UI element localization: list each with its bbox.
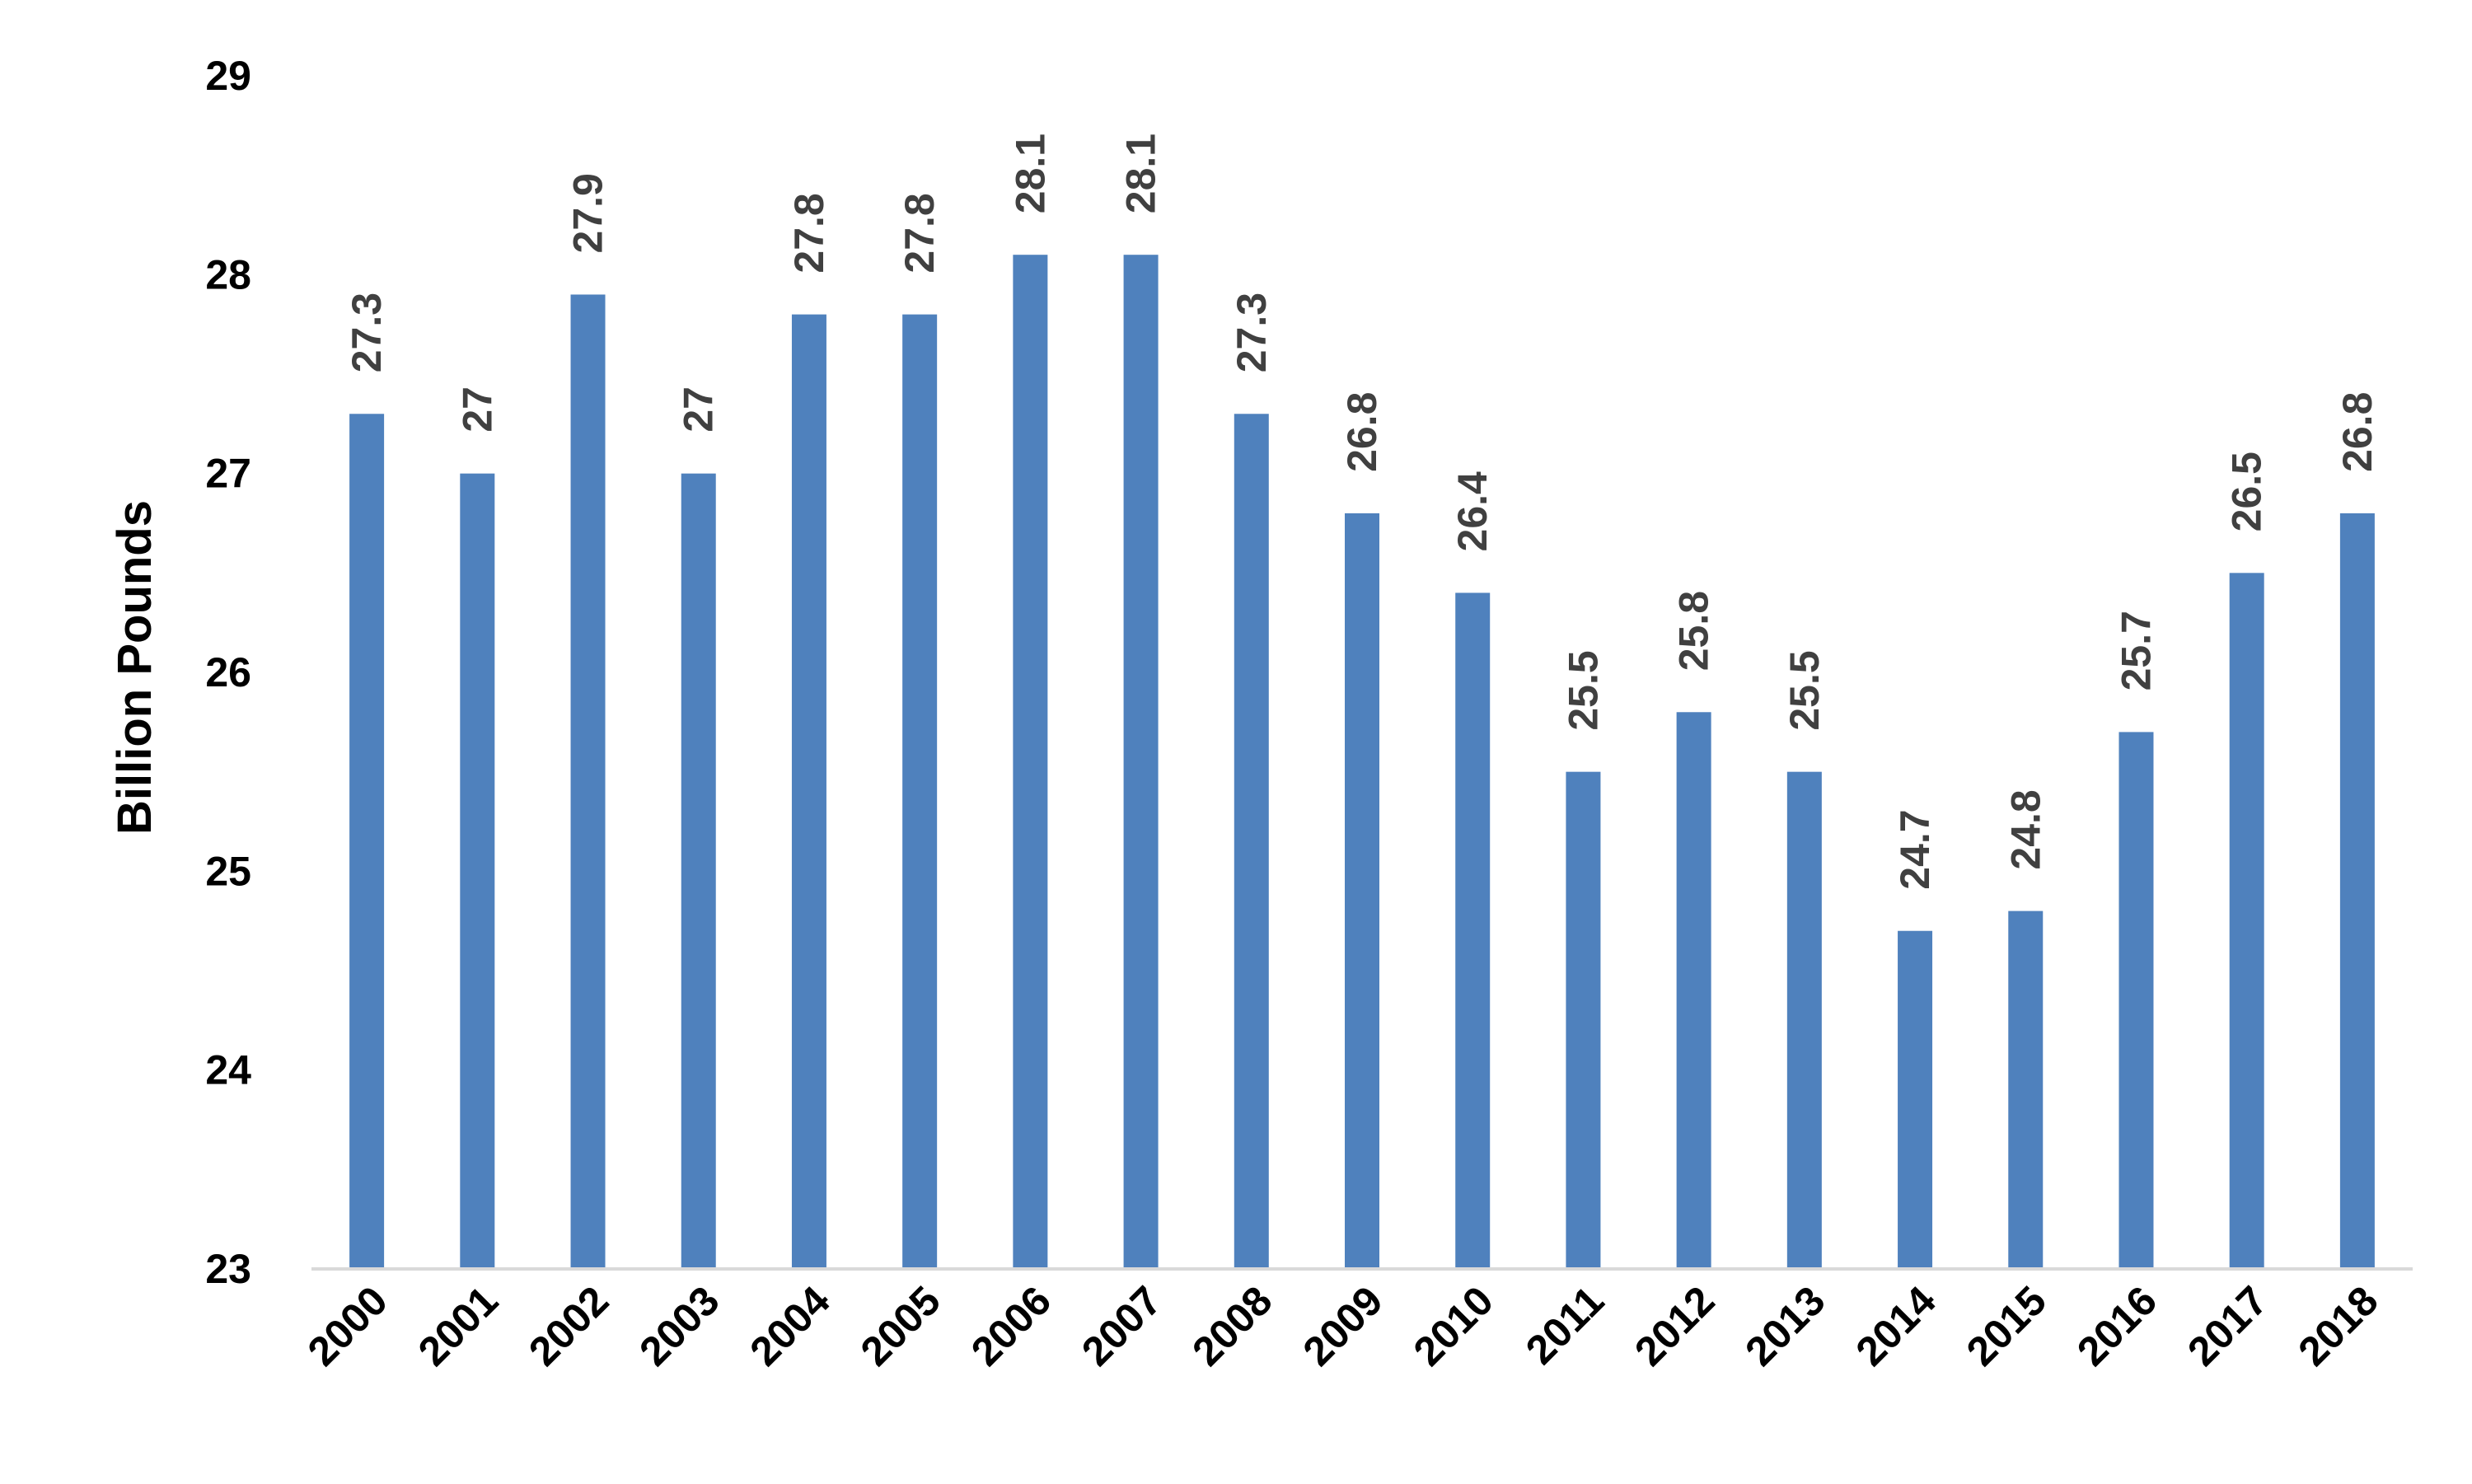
bar (791, 314, 826, 1270)
bar (2008, 911, 2044, 1269)
data-label: 27.3 (1229, 293, 1275, 372)
bar (2229, 573, 2264, 1269)
x-tick-label: 2017 (2179, 1277, 2276, 1374)
bar (570, 294, 606, 1269)
y-tick-label: 27 (205, 451, 251, 497)
bar (349, 414, 385, 1270)
bar (1123, 255, 1159, 1270)
x-tick-label: 2007 (1073, 1277, 1170, 1374)
y-tick-label: 23 (205, 1246, 251, 1292)
bar (1566, 771, 1601, 1269)
bars (349, 255, 2375, 1270)
y-tick-label: 26 (205, 649, 251, 695)
data-label: 25.5 (1560, 650, 1606, 730)
y-axis-tick-labels: 23 24 25 26 27 28 29 (205, 53, 251, 1292)
bar (1013, 255, 1048, 1270)
bar (1676, 712, 1711, 1269)
data-label: 26.4 (1449, 471, 1496, 552)
x-tick-label: 2012 (1626, 1277, 1723, 1374)
data-label: 27.9 (565, 173, 611, 253)
data-label: 28.1 (1007, 133, 1053, 213)
data-label: 25.8 (1671, 591, 1717, 671)
data-label: 27 (454, 386, 500, 433)
x-tick-label: 2016 (2068, 1277, 2165, 1374)
x-tick-label: 2005 (852, 1277, 949, 1374)
data-labels: 27.3 27 27.9 27 27.8 27.8 28.1 28.1 27.3 26.8 26.4… (344, 133, 2381, 890)
y-axis-label: Billion Pounds (108, 500, 162, 835)
y-tick-label: 25 (205, 848, 251, 894)
data-label: 24.8 (2002, 789, 2048, 869)
bar (1786, 771, 1822, 1269)
bar (1234, 414, 1269, 1270)
x-tick-label: 2002 (520, 1277, 617, 1374)
data-label: 26.8 (2334, 392, 2381, 472)
bar (460, 473, 495, 1269)
x-tick-label: 2004 (741, 1277, 838, 1374)
x-tick-label: 2000 (299, 1277, 396, 1374)
x-tick-label: 2003 (630, 1277, 728, 1374)
x-tick-label: 2014 (1847, 1277, 1945, 1374)
data-label: 27.3 (344, 293, 390, 372)
bar (681, 473, 716, 1269)
bar (1898, 930, 1933, 1269)
x-tick-label: 2010 (1405, 1277, 1502, 1374)
x-tick-label: 2013 (1736, 1277, 1833, 1374)
bar (2119, 732, 2154, 1269)
data-label: 25.7 (2113, 611, 2159, 691)
bar (1345, 513, 1379, 1269)
y-tick-label: 24 (205, 1047, 251, 1093)
x-tick-label: 2008 (1183, 1277, 1280, 1374)
data-label: 25.5 (1781, 650, 1828, 730)
x-tick-label: 2018 (2289, 1277, 2386, 1374)
data-label: 24.7 (1892, 809, 1938, 889)
bar (1455, 592, 1491, 1269)
data-label: 27.8 (786, 193, 832, 273)
data-label: 26.8 (1339, 392, 1385, 472)
bar (2339, 513, 2375, 1269)
data-label: 27.8 (897, 193, 943, 273)
x-tick-label: 2001 (410, 1277, 507, 1374)
x-tick-label: 2006 (962, 1277, 1060, 1374)
x-tick-label: 2011 (1517, 1277, 1613, 1373)
bar (902, 314, 938, 1270)
data-label: 27 (676, 386, 722, 433)
x-tick-label: 2015 (1958, 1277, 2055, 1374)
x-axis-tick-labels: 2000 2001 2002 2003 2004 2005 2006 2007 2008 2009… (299, 1277, 2387, 1374)
y-tick-label: 29 (205, 53, 251, 99)
x-tick-label: 2009 (1295, 1277, 1392, 1374)
y-tick-label: 28 (205, 251, 251, 297)
data-label: 28.1 (1118, 133, 1164, 213)
data-label: 26.5 (2224, 452, 2270, 531)
